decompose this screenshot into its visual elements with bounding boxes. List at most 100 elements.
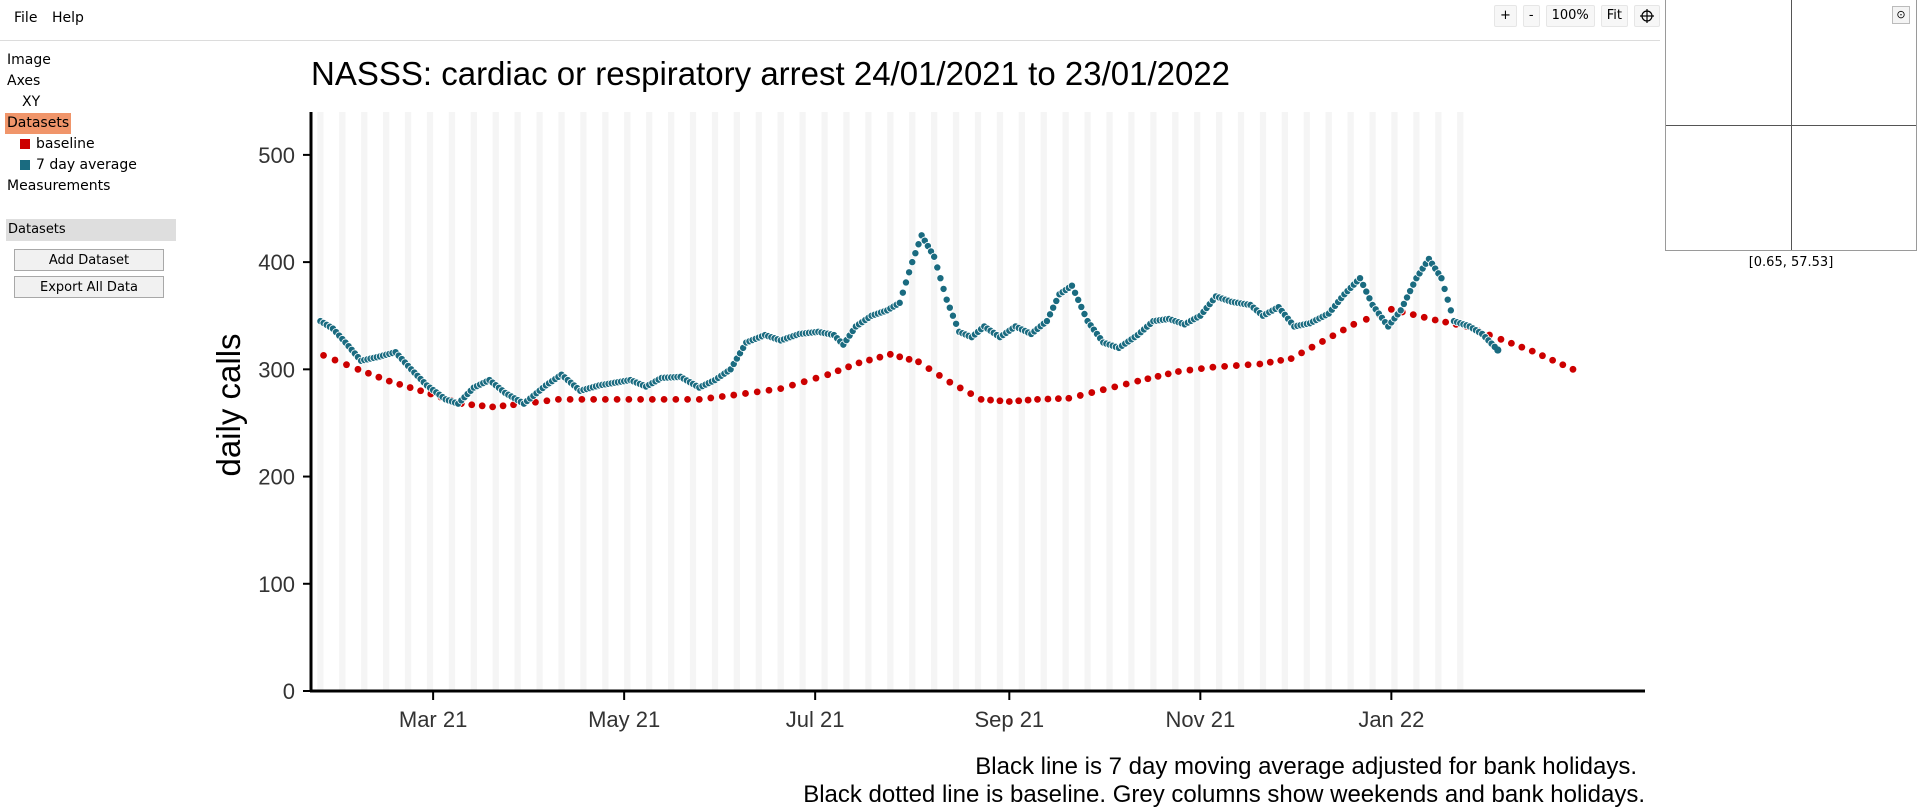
- data-point: [1144, 375, 1152, 383]
- data-point: [1399, 299, 1408, 308]
- weekend-column: [536, 112, 543, 691]
- data-point: [1443, 295, 1452, 304]
- weekend-column: [1325, 112, 1332, 691]
- weekend-column: [689, 112, 697, 691]
- data-point: [320, 351, 327, 359]
- data-point: [1034, 395, 1041, 403]
- weekend-column: [1150, 112, 1157, 691]
- weekend-column: [1391, 112, 1398, 691]
- zoom-toolbar: + - 100% Fit: [1493, 5, 1660, 27]
- zoom-out-button[interactable]: -: [1522, 5, 1540, 27]
- data-point: [385, 377, 393, 385]
- data-point: [672, 395, 680, 403]
- data-point: [1046, 310, 1055, 319]
- data-point: [956, 384, 964, 392]
- data-point: [1396, 306, 1405, 315]
- datasets-panel-title: Datasets: [6, 219, 176, 241]
- weekend-column: [646, 112, 653, 691]
- zoom-level[interactable]: 100%: [1545, 5, 1595, 27]
- data-point: [499, 402, 507, 410]
- data-point: [1362, 287, 1371, 296]
- weekend-column: [931, 112, 938, 691]
- data-point: [695, 395, 703, 403]
- weekend-column: [1457, 112, 1464, 691]
- chart-canvas[interactable]: NASSS: cardiac or respiratory arrest 24/…: [0, 0, 1660, 810]
- tree-dataset-7-day-average[interactable]: 7 day average: [0, 155, 180, 176]
- data-point: [789, 381, 796, 389]
- data-point: [845, 363, 852, 371]
- menu-help[interactable]: Help: [52, 10, 84, 26]
- crosshair-icon[interactable]: [1634, 5, 1660, 27]
- data-point: [933, 263, 942, 272]
- data-point: [945, 303, 954, 312]
- data-point: [1539, 352, 1546, 360]
- x-tick-label: Jan 22: [1358, 707, 1424, 732]
- data-point: [660, 395, 668, 403]
- weekend-column: [1062, 112, 1069, 691]
- add-dataset-button[interactable]: Add Dataset: [14, 249, 164, 271]
- data-point: [1122, 380, 1130, 388]
- data-point: [1549, 356, 1557, 364]
- weekend-column: [426, 112, 434, 691]
- data-point: [1494, 346, 1502, 354]
- data-point: [375, 373, 383, 381]
- data-point: [1329, 332, 1337, 340]
- data-point: [637, 395, 644, 403]
- weekend-column: [887, 112, 894, 691]
- fit-button[interactable]: Fit: [1600, 5, 1628, 27]
- data-point: [1005, 398, 1013, 405]
- data-point: [939, 284, 948, 293]
- data-point: [718, 393, 726, 400]
- data-point: [354, 365, 362, 373]
- data-point: [707, 394, 715, 402]
- tree-axes[interactable]: Axes: [7, 73, 41, 89]
- cursor-coordinate: [0.65, 57.53]: [1748, 255, 1834, 270]
- data-point: [898, 288, 907, 297]
- data-point: [1365, 294, 1374, 303]
- data-point: [1507, 339, 1515, 347]
- weekend-columns: [317, 112, 1464, 691]
- tree-image[interactable]: Image: [7, 52, 51, 68]
- data-point: [1277, 356, 1285, 364]
- data-point: [343, 361, 350, 369]
- data-point: [1362, 315, 1370, 323]
- data-point: [987, 396, 994, 404]
- tree-axes-xy[interactable]: XY: [22, 94, 41, 110]
- tree-measurements[interactable]: Measurements: [7, 178, 111, 194]
- data-point: [896, 353, 904, 361]
- data-point: [1209, 363, 1217, 371]
- data-point: [1256, 360, 1264, 368]
- export-all-data-button[interactable]: Export All Data: [14, 276, 164, 298]
- weekend-column: [1347, 112, 1354, 691]
- data-point: [1431, 316, 1439, 324]
- tree-datasets[interactable]: Datasets: [0, 113, 180, 134]
- data-point: [1406, 287, 1415, 296]
- tree-dataset-baseline[interactable]: baseline: [0, 134, 180, 155]
- zoom-in-button[interactable]: +: [1493, 5, 1517, 27]
- data-point: [948, 311, 957, 320]
- data-point: [908, 258, 917, 267]
- data-point: [1186, 366, 1194, 374]
- menu-file[interactable]: File: [14, 10, 38, 26]
- data-point: [905, 268, 914, 277]
- target-icon[interactable]: ⊙: [1892, 6, 1910, 24]
- weekend-column: [733, 112, 741, 691]
- data-point: [1446, 306, 1455, 315]
- weekend-column: [865, 112, 872, 691]
- data-point: [1569, 365, 1577, 373]
- data-point: [967, 390, 975, 398]
- data-point: [1076, 392, 1084, 399]
- chart-title: NASSS: cardiac or respiratory arrest 24/…: [311, 55, 1230, 92]
- weekend-column: [1215, 112, 1223, 691]
- data-point: [1409, 311, 1417, 319]
- preview-crosshair-horizontal: [1666, 125, 1916, 126]
- data-point: [532, 398, 539, 406]
- x-tick-label: May 21: [588, 707, 660, 732]
- data-point: [417, 387, 425, 395]
- data-point: [911, 249, 920, 258]
- data-point: [824, 371, 832, 379]
- data-point: [625, 395, 633, 403]
- y-tick-label: 0: [283, 679, 295, 704]
- data-point: [601, 395, 609, 403]
- data-point: [800, 378, 808, 386]
